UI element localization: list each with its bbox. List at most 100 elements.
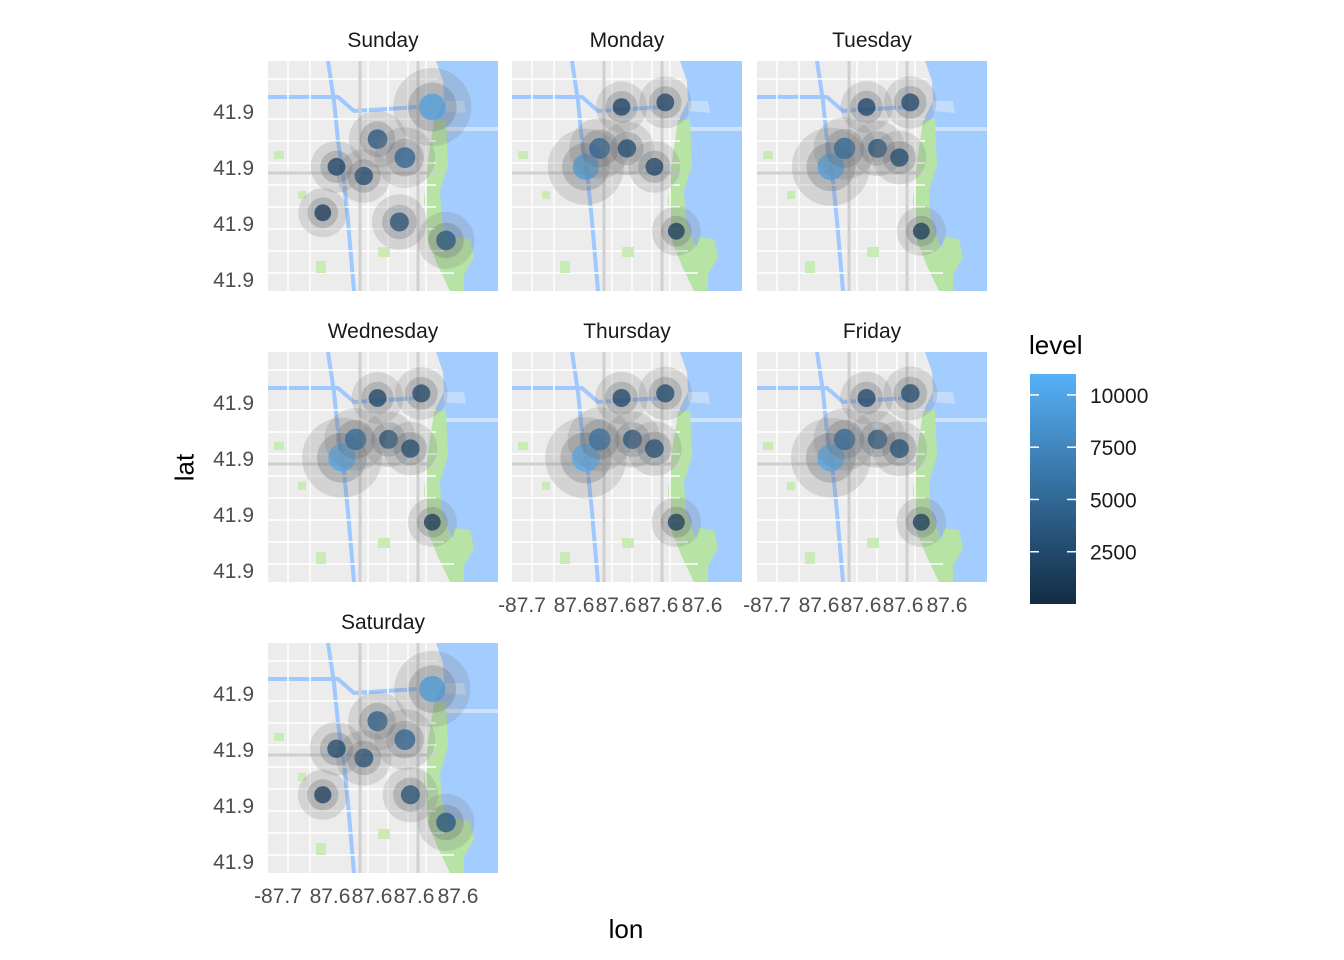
legend-colorbar <box>1030 374 1076 604</box>
y-tick-label: 41.9 <box>213 157 254 180</box>
x-tick-label: -87.7 <box>743 594 791 617</box>
facet-title-tuesday: Tuesday <box>832 29 912 52</box>
density-hotspot <box>667 222 685 240</box>
density-hotspot <box>622 429 643 449</box>
density-hotspot <box>833 137 856 160</box>
density-layer-saturday <box>297 650 475 851</box>
facet-title-monday: Monday <box>590 29 665 52</box>
axis-tick-labels: Sunday 41.9 41.9 41.9 41.9 Monday Tuesday Wedne… <box>213 29 967 908</box>
legend-tick-label: 7500 <box>1090 437 1137 460</box>
density-hotspot <box>389 212 409 232</box>
density-hotspot <box>857 98 876 116</box>
density-hotspot <box>617 139 637 158</box>
x-tick-label: 87.6 <box>352 885 393 908</box>
density-hotspot <box>612 389 631 407</box>
y-tick-label: 41.9 <box>213 851 254 874</box>
density-hotspot <box>589 138 610 159</box>
density-hotspot <box>612 98 631 116</box>
density-hotspot <box>379 429 398 449</box>
facet-title-saturday: Saturday <box>341 611 426 634</box>
y-tick-label: 41.9 <box>213 795 254 818</box>
legend-title: level <box>1029 330 1083 360</box>
density-hotspot <box>833 428 856 451</box>
y-tick-label: 41.9 <box>213 448 254 471</box>
density-layer-thursday <box>545 366 702 547</box>
density-hotspot <box>314 204 332 222</box>
x-tick-label: -87.7 <box>254 885 302 908</box>
y-tick-label: 41.9 <box>213 213 254 236</box>
facet-tuesday <box>757 61 987 291</box>
facet-thursday <box>512 352 742 582</box>
density-hotspot <box>912 222 930 240</box>
density-hotspot <box>328 444 356 472</box>
facet-title-friday: Friday <box>843 320 902 343</box>
density-hotspot <box>394 729 416 750</box>
density-hotspot <box>419 675 446 703</box>
legend-tick-label: 5000 <box>1090 489 1137 512</box>
x-tick-label: 87.6 <box>310 885 351 908</box>
y-tick-label: 41.9 <box>213 739 254 762</box>
density-layer-sunday <box>298 68 475 269</box>
facet-sunday <box>268 61 498 291</box>
x-tick-label: 87.6 <box>554 594 595 617</box>
density-hotspot <box>400 785 420 805</box>
density-layer-monday <box>547 76 701 256</box>
density-hotspot <box>645 439 664 458</box>
density-hotspot <box>436 230 456 251</box>
legend-tick-label: 10000 <box>1090 385 1148 408</box>
facet-panels <box>268 61 987 873</box>
y-tick-label: 41.9 <box>213 504 254 527</box>
density-hotspot <box>314 786 332 804</box>
x-tick-label: 87.6 <box>596 594 637 617</box>
density-hotspot <box>418 93 446 121</box>
y-tick-label: 41.9 <box>213 392 254 415</box>
density-hotspot <box>423 513 441 531</box>
facet-title-thursday: Thursday <box>583 320 671 343</box>
x-tick-label: 87.6 <box>927 594 968 617</box>
density-hotspot <box>667 513 685 531</box>
facet-title-sunday: Sunday <box>347 29 419 52</box>
density-hotspot <box>354 748 374 768</box>
density-hotspot <box>912 513 930 531</box>
density-hotspot <box>588 428 611 451</box>
density-layer-friday <box>791 366 947 547</box>
density-hotspot <box>901 384 920 403</box>
y-axis-title: lat <box>169 453 200 482</box>
facet-monday <box>512 61 742 291</box>
density-hotspot <box>867 429 888 450</box>
density-hotspot <box>571 443 600 472</box>
facet-wednesday <box>268 352 498 582</box>
density-hotspot <box>890 148 909 167</box>
density-hotspot <box>656 93 675 112</box>
y-tick-label: 41.9 <box>213 683 254 706</box>
density-layer-wednesday <box>302 367 457 547</box>
density-hotspot <box>436 812 456 833</box>
density-hotspot <box>327 157 346 176</box>
density-hotspot <box>354 166 373 186</box>
density-hotspot <box>857 389 876 407</box>
density-layer-tuesday <box>791 76 946 256</box>
facet-title-wednesday: Wednesday <box>328 320 439 343</box>
x-tick-label: 87.6 <box>682 594 723 617</box>
density-hotspot <box>412 384 431 403</box>
x-tick-label: 87.6 <box>799 594 840 617</box>
y-tick-label: 41.9 <box>213 560 254 583</box>
x-tick-label: 87.6 <box>438 885 479 908</box>
density-hotspot <box>817 444 845 472</box>
x-tick-label: 87.6 <box>841 594 882 617</box>
density-hotspot <box>656 384 675 403</box>
density-hotspot <box>367 129 388 149</box>
facet-friday <box>757 352 987 582</box>
y-tick-label: 41.9 <box>213 269 254 292</box>
density-hotspot <box>817 153 845 181</box>
facet-saturday <box>268 643 498 873</box>
legend-ticks: 10000 7500 5000 2500 <box>1030 385 1148 565</box>
density-hotspot <box>889 439 909 459</box>
density-hotspot <box>645 157 664 176</box>
density-hotspot <box>327 739 346 758</box>
x-tick-label: 87.6 <box>883 594 924 617</box>
x-tick-label: 87.6 <box>638 594 679 617</box>
density-hotspot <box>367 711 388 732</box>
density-hotspot <box>901 93 920 112</box>
